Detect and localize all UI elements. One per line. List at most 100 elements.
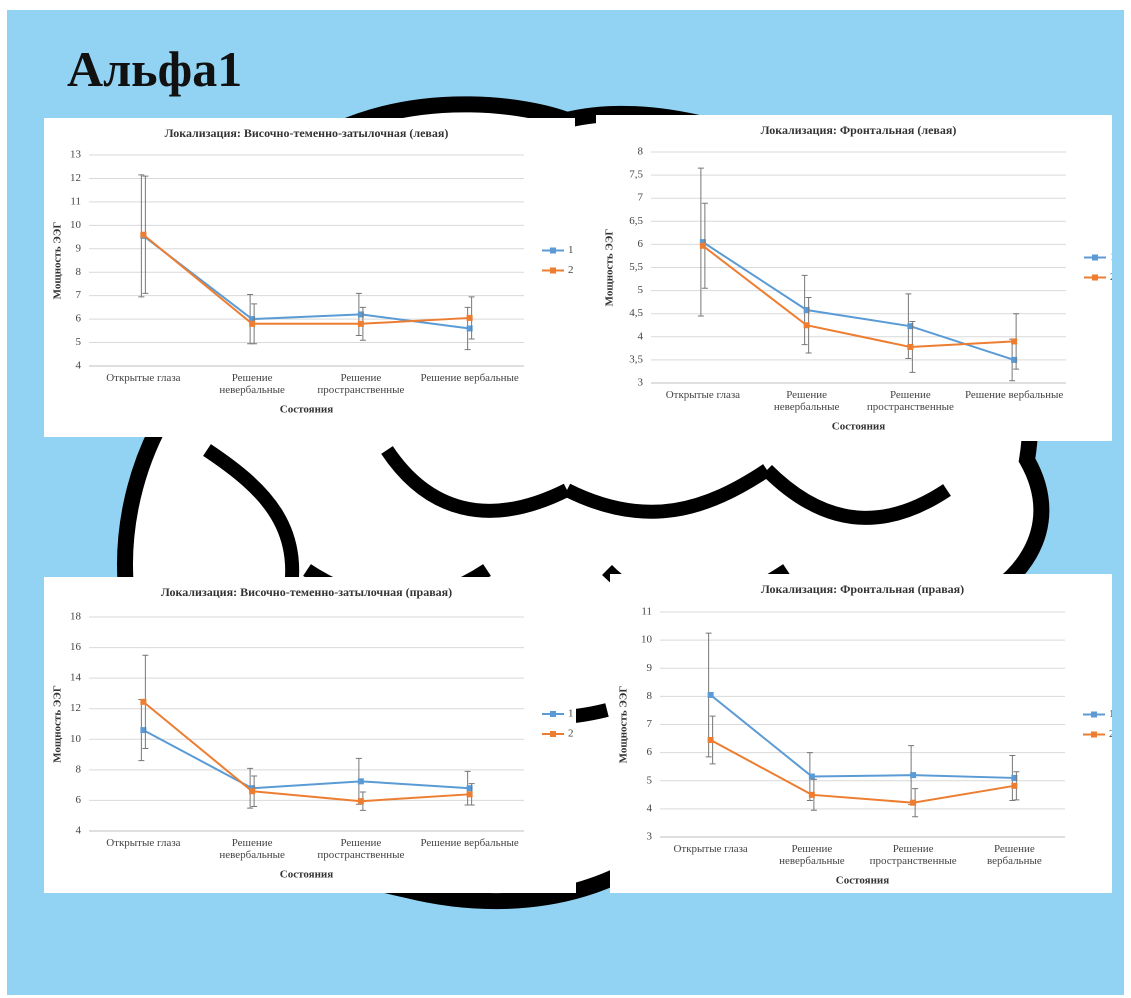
y-tick-label: 5 — [647, 774, 653, 786]
x-tick-label: Решение пространственные — [869, 843, 957, 867]
x-tick-label-box: Решение вербальные — [420, 372, 519, 384]
y-tick-label: 4 — [638, 330, 644, 342]
y-tick-label: 12 — [70, 172, 81, 184]
marker — [1011, 774, 1018, 781]
y-tick-label: 6,5 — [629, 215, 643, 227]
series-line — [709, 694, 1015, 779]
x-tick-label-box: Решение невербальные — [219, 837, 285, 861]
y-tick-label: 10 — [70, 219, 82, 231]
marker — [707, 691, 714, 698]
marker — [357, 320, 364, 327]
series-line — [710, 739, 1015, 804]
y-tick-label: 8 — [638, 146, 644, 158]
marker — [466, 325, 473, 332]
legend-marker — [1091, 711, 1097, 718]
marker — [249, 320, 256, 327]
y-tick-label: 7 — [638, 192, 644, 204]
y-tick-label: 10 — [70, 733, 82, 745]
legend-label: 2 — [1109, 728, 1112, 740]
x-tick-label: Решение невербальные — [219, 372, 285, 396]
y-axis-label: Мощность ЭЭГ — [618, 686, 630, 764]
marker — [910, 799, 917, 806]
marker — [1011, 782, 1018, 789]
chart-title: Локализация: Фронтальная (левая) — [761, 123, 957, 137]
y-axis-label: Мощность ЭЭГ — [604, 229, 616, 307]
x-tick-label-box: Решение пространственные — [869, 843, 957, 867]
legend-label: 1 — [1109, 708, 1112, 720]
legend-marker — [1091, 731, 1097, 738]
chart-svg: Локализация: Височно-теменно-затылочная … — [52, 585, 574, 881]
y-tick-label: 16 — [70, 641, 82, 653]
marker — [466, 314, 473, 321]
marker — [140, 727, 147, 734]
legend-label: 2 — [1110, 271, 1112, 283]
legend-label: 1 — [1110, 251, 1112, 263]
series-line — [142, 729, 470, 790]
x-tick-label: Открытые глаза — [106, 372, 181, 384]
y-tick-label: 6 — [76, 313, 82, 325]
x-tick-label-box: Решение невербальные — [779, 843, 845, 867]
chart: Локализация: Височно-теменно-затылочная … — [44, 577, 576, 893]
y-tick-label: 4 — [647, 802, 653, 814]
y-tick-label: 7,5 — [629, 169, 643, 181]
y-tick-label: 10 — [641, 634, 653, 646]
x-tick-label-box: Решение пространственные — [317, 372, 405, 396]
marker — [907, 323, 914, 330]
x-tick-label: Решение вербальные — [964, 389, 1064, 401]
y-tick-label: 7 — [647, 718, 653, 730]
x-tick-label-box: Открытые глаза — [666, 389, 740, 401]
y-tick-label: 8 — [647, 690, 653, 702]
x-tick-label: Решение пространственные — [866, 389, 954, 413]
x-tick-label-box: Решение вербальные — [964, 389, 1064, 401]
y-axis-label: Мощность ЭЭГ — [52, 222, 64, 300]
chart-svg: Локализация: Фронтальная (правая) 3 4 5 6 7 8 9… — [618, 582, 1112, 887]
x-tick-label: Открытые глаза — [106, 837, 181, 849]
y-tick-label: 8 — [76, 266, 82, 278]
legend-marker — [550, 247, 556, 254]
marker — [803, 307, 810, 314]
slide-title: Альфа1 — [67, 41, 243, 97]
y-tick-label: 13 — [70, 149, 82, 161]
legend-marker — [550, 711, 556, 717]
marker — [249, 788, 256, 795]
x-tick-label-box: Решение вербальные — [986, 843, 1042, 867]
series-line — [142, 701, 470, 803]
marker — [808, 773, 815, 780]
x-tick-label: Решение вербальные — [420, 372, 519, 384]
legend-marker — [550, 731, 556, 737]
y-tick-label: 12 — [70, 702, 81, 714]
marker — [808, 791, 815, 798]
x-tick-label: Открытые глаза — [673, 843, 748, 855]
legend-marker — [550, 267, 556, 274]
y-tick-label: 11 — [641, 606, 652, 618]
chart: Локализация: Фронтальная (правая) 3 4 5 6 7 8 9… — [610, 574, 1112, 893]
x-axis-label: Состояния — [280, 869, 334, 881]
y-tick-label: 4 — [76, 360, 82, 372]
chart: Локализация: Височно-теменно-затылочная … — [44, 118, 575, 437]
marker — [803, 322, 810, 329]
marker — [357, 798, 364, 805]
x-tick-label: Решение пространственные — [317, 372, 405, 396]
x-tick-label-box: Открытые глаза — [106, 372, 181, 384]
x-tick-label: Решение вербальные — [986, 843, 1042, 867]
chart-title: Локализация: Височно-теменно-затылочная … — [161, 585, 452, 599]
x-tick-label-box: Открытые глаза — [106, 837, 181, 849]
legend-marker — [1092, 254, 1098, 261]
series-line — [142, 235, 470, 330]
legend-marker — [1092, 274, 1098, 281]
marker — [249, 316, 256, 323]
marker — [1011, 356, 1018, 363]
x-tick-label: Решение невербальные — [773, 389, 840, 413]
marker — [140, 231, 147, 238]
chart-title: Локализация: Височно-теменно-затылочная … — [165, 126, 449, 140]
y-tick-label: 14 — [70, 672, 82, 684]
legend-label: 2 — [568, 728, 574, 740]
x-tick-label-box: Открытые глаза — [673, 843, 748, 855]
x-tick-label: Решение невербальные — [219, 837, 285, 861]
marker — [910, 772, 917, 779]
y-tick-label: 11 — [70, 195, 81, 207]
chart-title: Локализация: Фронтальная (правая) — [761, 582, 964, 596]
marker — [357, 778, 364, 785]
marker — [1011, 338, 1018, 345]
legend-label: 1 — [568, 708, 574, 720]
